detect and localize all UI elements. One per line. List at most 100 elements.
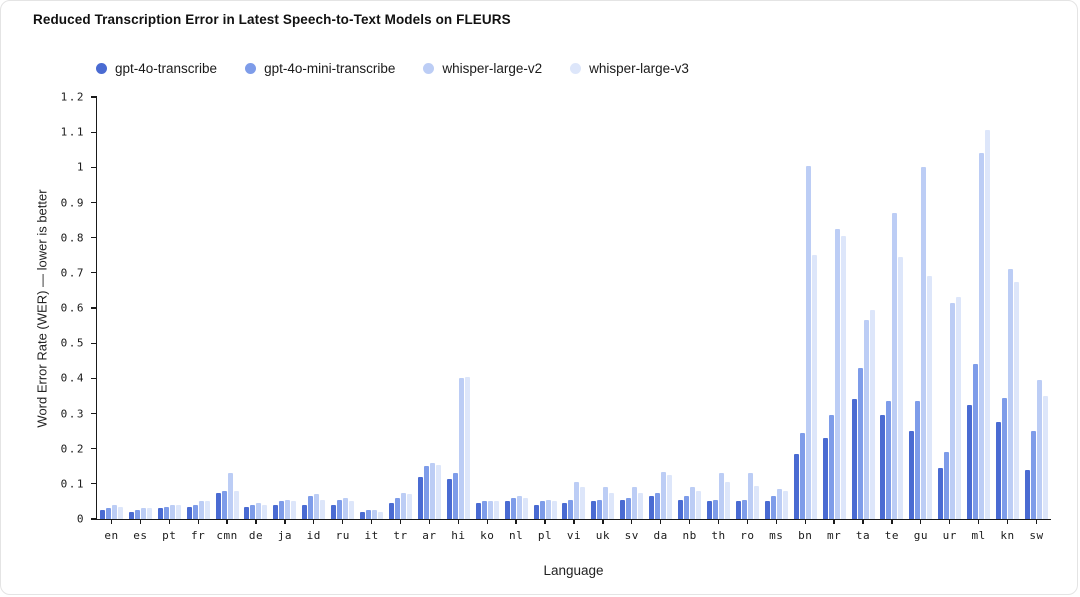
bar-group-nl — [502, 97, 531, 519]
bar-group-de — [242, 97, 271, 519]
bar-cmn-gpt-4o-mini-transcribe — [221, 490, 227, 519]
legend-item-whisper-large-v2: whisper-large-v2 — [423, 61, 542, 76]
bar-bn-gpt-4o-transcribe — [793, 453, 799, 519]
bar-group-th — [704, 97, 733, 519]
bar-te-gpt-4o-mini-transcribe — [886, 401, 892, 519]
x-tick-mark — [486, 519, 488, 524]
x-tick-mark — [949, 519, 951, 524]
y-tick-mark — [91, 131, 97, 133]
legend-label: gpt-4o-transcribe — [115, 61, 218, 76]
x-tick-mark — [110, 519, 113, 524]
x-tick-mark — [342, 519, 344, 524]
bar-kn-gpt-4o-mini-transcribe — [1002, 397, 1008, 519]
bar-ja-whisper-large-v3 — [291, 501, 297, 519]
y-tick-label: 0.4 — [60, 371, 85, 385]
bar-ta-whisper-large-v2 — [863, 320, 869, 519]
bar-gu-gpt-4o-mini-transcribe — [915, 401, 921, 519]
bar-sv-whisper-large-v2 — [632, 487, 638, 519]
legend-dot-icon — [423, 63, 435, 74]
bar-mr-whisper-large-v2 — [834, 228, 840, 519]
bar-group-sv — [617, 97, 646, 519]
bar-group-fr — [184, 97, 213, 519]
y-tick-label: 0.5 — [60, 336, 85, 350]
bar-kn-whisper-large-v3 — [1014, 281, 1020, 519]
x-tick-mark-cell — [646, 519, 675, 524]
bar-nl-whisper-large-v2 — [516, 496, 522, 519]
x-tick-label-da: da — [653, 529, 668, 542]
bar-en-whisper-large-v3 — [117, 506, 123, 519]
bar-group-ko — [473, 97, 502, 519]
legend-item-whisper-large-v3: whisper-large-v3 — [570, 61, 689, 76]
legend-label: whisper-large-v3 — [589, 61, 689, 76]
x-tick-label-pl: pl — [537, 529, 553, 542]
bar-sw-gpt-4o-mini-transcribe — [1030, 431, 1036, 519]
bar-ar-gpt-4o-transcribe — [417, 476, 423, 519]
y-tick-mark — [91, 483, 97, 485]
x-tick-label-te: te — [884, 529, 900, 542]
legend-label: gpt-4o-mini-transcribe — [264, 61, 396, 76]
bar-group-id — [299, 97, 328, 519]
bar-id-gpt-4o-mini-transcribe — [308, 496, 314, 519]
bar-ms-gpt-4o-mini-transcribe — [770, 496, 776, 519]
y-tick-mark — [91, 518, 97, 520]
legend-label: whisper-large-v2 — [442, 61, 543, 76]
bar-uk-gpt-4o-transcribe — [591, 501, 597, 519]
bar-de-whisper-large-v2 — [256, 503, 262, 519]
bar-mr-whisper-large-v3 — [840, 235, 846, 519]
x-tick-mark — [746, 519, 749, 524]
x-tick-label-cmn: cmn — [216, 529, 238, 542]
x-tick-mark-cell — [299, 519, 328, 524]
x-tick-mark — [226, 519, 228, 524]
bar-ml-whisper-large-v2 — [979, 153, 985, 519]
bar-group-ms — [762, 97, 791, 519]
bar-group-hi — [444, 97, 473, 519]
bar-group-bn — [791, 97, 820, 519]
bar-group-en — [97, 97, 126, 519]
bar-ta-whisper-large-v3 — [869, 309, 875, 519]
x-tick-mark — [920, 519, 922, 524]
x-tick-label-tr: tr — [393, 529, 408, 542]
bar-vi-whisper-large-v2 — [574, 482, 580, 519]
x-tick-mark — [602, 519, 604, 524]
legend-item-gpt-4o-mini-transcribe: gpt-4o-mini-transcribe — [245, 61, 395, 76]
bar-group-ja — [270, 97, 299, 519]
y-tick-mark — [91, 307, 97, 309]
y-tick-mark — [91, 96, 97, 98]
chart-title: Reduced Transcription Error in Latest Sp… — [33, 12, 511, 27]
x-tick-mark-cell — [357, 519, 386, 524]
bar-ro-gpt-4o-transcribe — [735, 501, 741, 519]
x-tick-mark — [457, 519, 459, 524]
bar-ko-gpt-4o-mini-transcribe — [481, 501, 487, 519]
x-tick-mark-cell — [588, 519, 617, 524]
bar-nb-gpt-4o-transcribe — [678, 499, 684, 519]
y-tick-label: 0 — [76, 512, 85, 526]
x-tick-mark-cell — [733, 519, 762, 524]
bar-vi-gpt-4o-transcribe — [562, 503, 568, 519]
bar-id-gpt-4o-transcribe — [302, 504, 308, 519]
bar-te-gpt-4o-transcribe — [880, 415, 886, 519]
x-tick-mark — [313, 519, 315, 524]
bar-bn-gpt-4o-mini-transcribe — [799, 432, 805, 519]
bar-pl-whisper-large-v3 — [551, 501, 557, 519]
bar-tr-gpt-4o-mini-transcribe — [395, 497, 401, 519]
bar-sw-gpt-4o-transcribe — [1024, 469, 1030, 519]
bar-group-kn — [993, 97, 1022, 519]
x-tick-mark — [631, 519, 633, 524]
x-axis-label: Language — [543, 563, 604, 578]
bar-group-vi — [560, 97, 589, 519]
bar-ur-whisper-large-v2 — [950, 302, 956, 519]
bar-th-gpt-4o-transcribe — [706, 501, 712, 519]
bar-ro-gpt-4o-mini-transcribe — [741, 499, 747, 519]
x-tick-label-kn: kn — [1000, 529, 1015, 542]
bar-group-nb — [675, 97, 704, 519]
bar-de-gpt-4o-transcribe — [244, 506, 250, 519]
x-tick-mark — [775, 519, 777, 524]
bar-sv-whisper-large-v3 — [638, 492, 644, 519]
bar-es-gpt-4o-mini-transcribe — [134, 510, 140, 519]
bar-ta-gpt-4o-transcribe — [851, 399, 857, 519]
y-tick-mark — [91, 166, 97, 168]
x-tick-mark — [977, 519, 980, 524]
x-tick-mark — [833, 519, 835, 524]
x-tick-label-ms: ms — [769, 529, 784, 542]
bar-id-whisper-large-v3 — [320, 499, 326, 519]
